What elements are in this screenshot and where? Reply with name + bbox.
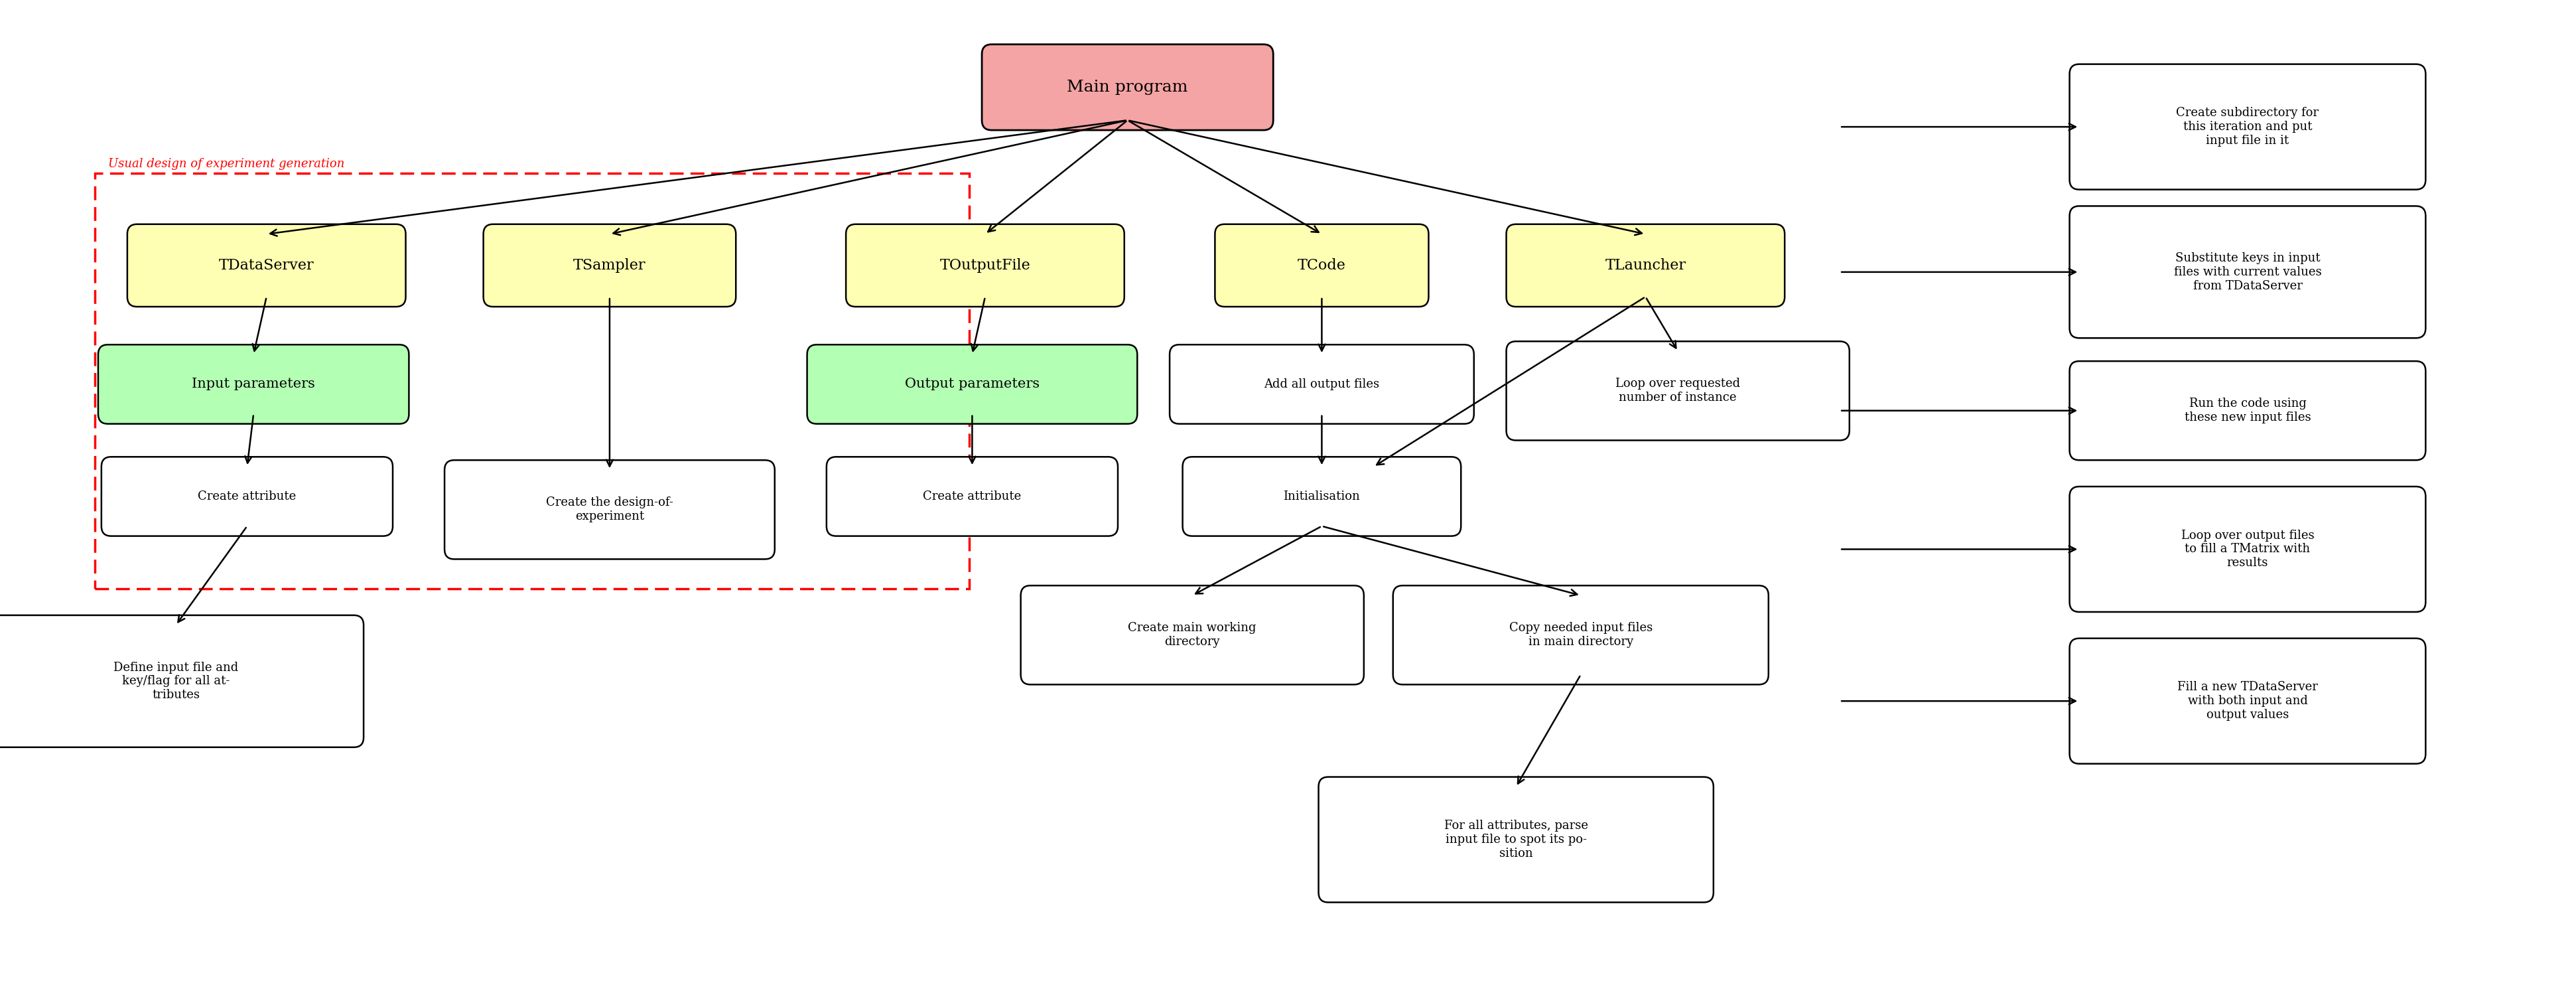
FancyBboxPatch shape	[1319, 777, 1713, 903]
Text: TOutputFile: TOutputFile	[940, 258, 1030, 273]
Text: Loop over requested
number of instance: Loop over requested number of instance	[1615, 378, 1741, 404]
FancyBboxPatch shape	[845, 225, 1123, 307]
FancyBboxPatch shape	[446, 460, 775, 559]
FancyBboxPatch shape	[2069, 206, 2427, 338]
FancyBboxPatch shape	[126, 225, 404, 307]
Text: Main program: Main program	[1066, 79, 1188, 95]
FancyBboxPatch shape	[98, 344, 410, 424]
FancyBboxPatch shape	[1020, 586, 1363, 685]
FancyBboxPatch shape	[1394, 586, 1770, 685]
Text: For all attributes, parse
input file to spot its po-
sition: For all attributes, parse input file to …	[1445, 820, 1587, 859]
FancyBboxPatch shape	[1507, 341, 1850, 440]
Text: Create subdirectory for
this iteration and put
input file in it: Create subdirectory for this iteration a…	[2177, 107, 2318, 146]
Text: TCode: TCode	[1298, 258, 1345, 273]
Text: TSampler: TSampler	[574, 258, 647, 273]
FancyBboxPatch shape	[2069, 639, 2427, 764]
FancyBboxPatch shape	[1182, 457, 1461, 536]
FancyBboxPatch shape	[1170, 344, 1473, 424]
Text: Usual design of experiment generation: Usual design of experiment generation	[108, 158, 345, 170]
Text: Loop over output files
to fill a TMatrix with
results: Loop over output files to fill a TMatrix…	[2182, 530, 2313, 569]
FancyBboxPatch shape	[0, 615, 363, 748]
Text: Substitute keys in input
files with current values
from TDataServer: Substitute keys in input files with curr…	[2174, 252, 2321, 291]
Text: TLauncher: TLauncher	[1605, 258, 1685, 273]
Text: Create attribute: Create attribute	[198, 490, 296, 502]
Text: Add all output files: Add all output files	[1265, 379, 1381, 390]
FancyBboxPatch shape	[2069, 64, 2427, 189]
FancyBboxPatch shape	[1507, 225, 1785, 307]
FancyBboxPatch shape	[484, 225, 737, 307]
Text: Fill a new TDataServer
with both input and
output values: Fill a new TDataServer with both input a…	[2177, 681, 2318, 721]
FancyBboxPatch shape	[981, 44, 1273, 130]
Text: Create main working
directory: Create main working directory	[1128, 622, 1257, 647]
FancyBboxPatch shape	[2069, 487, 2427, 612]
Text: TDataServer: TDataServer	[219, 258, 314, 273]
FancyBboxPatch shape	[100, 457, 392, 536]
Text: Run the code using
these new input files: Run the code using these new input files	[2184, 397, 2311, 424]
Text: Output parameters: Output parameters	[904, 378, 1041, 390]
FancyBboxPatch shape	[1216, 225, 1430, 307]
Text: Input parameters: Input parameters	[191, 378, 314, 390]
FancyBboxPatch shape	[806, 344, 1136, 424]
FancyBboxPatch shape	[827, 457, 1118, 536]
Bar	[95, 173, 969, 589]
Text: Initialisation: Initialisation	[1283, 490, 1360, 502]
Text: Copy needed input files
in main directory: Copy needed input files in main director…	[1510, 622, 1651, 647]
Text: Define input file and
key/flag for all at-
tributes: Define input file and key/flag for all a…	[113, 661, 240, 701]
Text: Create the design-of-
experiment: Create the design-of- experiment	[546, 496, 672, 523]
Text: Create attribute: Create attribute	[922, 490, 1020, 502]
FancyBboxPatch shape	[2069, 361, 2427, 460]
